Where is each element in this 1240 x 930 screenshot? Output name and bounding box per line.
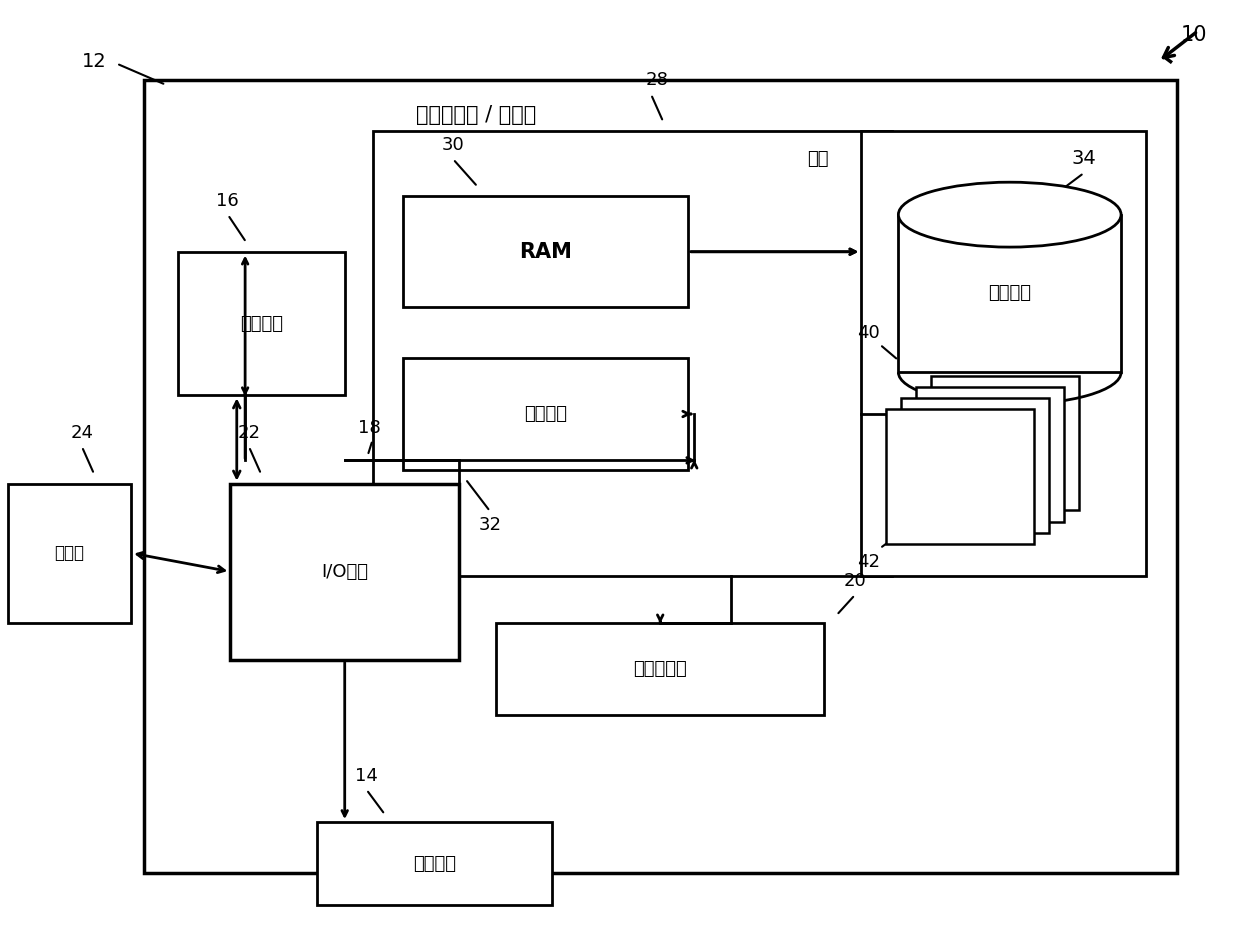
- Text: 存儲系统: 存儲系统: [988, 285, 1032, 302]
- Bar: [862, 131, 1146, 577]
- Text: 内存: 内存: [807, 150, 828, 168]
- Text: 24: 24: [71, 424, 93, 442]
- Text: 高速缓存: 高速缓存: [525, 405, 567, 423]
- Text: 12: 12: [82, 52, 107, 71]
- Text: 计算机系统 / 服务器: 计算机系统 / 服务器: [415, 105, 536, 126]
- Text: 显示器: 显示器: [55, 544, 84, 562]
- Bar: [900, 398, 1049, 533]
- Text: 外部设备: 外部设备: [413, 855, 456, 872]
- Text: 28: 28: [646, 72, 668, 89]
- Bar: [887, 409, 1034, 544]
- Bar: [7, 484, 131, 622]
- Bar: [179, 252, 345, 395]
- Bar: [231, 484, 459, 659]
- Text: 42: 42: [857, 553, 880, 571]
- Bar: [403, 196, 688, 308]
- Text: 10: 10: [1182, 24, 1208, 45]
- Text: RAM: RAM: [520, 242, 572, 261]
- Text: 20: 20: [843, 572, 867, 591]
- Bar: [372, 131, 893, 577]
- Text: 16: 16: [217, 192, 239, 210]
- Bar: [496, 622, 825, 715]
- Text: I/O接口: I/O接口: [321, 563, 368, 580]
- Text: 30: 30: [441, 137, 464, 154]
- Text: 18: 18: [357, 419, 381, 437]
- Bar: [403, 358, 688, 470]
- Text: 14: 14: [355, 767, 378, 785]
- Text: 处理单元: 处理单元: [241, 314, 283, 333]
- Text: 22: 22: [237, 424, 260, 442]
- Text: 34: 34: [1071, 150, 1096, 168]
- Bar: [898, 215, 1121, 372]
- Ellipse shape: [898, 182, 1121, 247]
- Text: 网络适配器: 网络适配器: [634, 660, 687, 678]
- Bar: [317, 822, 552, 906]
- Bar: [930, 376, 1079, 511]
- Text: 40: 40: [857, 324, 880, 341]
- Bar: [144, 80, 1177, 873]
- Text: 32: 32: [479, 516, 502, 534]
- Bar: [915, 387, 1064, 522]
